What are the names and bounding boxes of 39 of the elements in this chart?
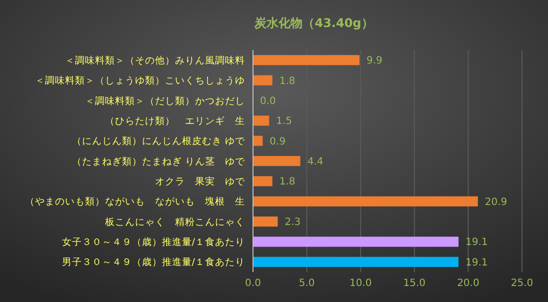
x-tick-label: 10.0	[349, 278, 372, 289]
chart-title: 炭水化物（43.40g）	[254, 16, 374, 30]
data-label: 0.9	[270, 136, 286, 148]
data-label: 20.9	[484, 196, 508, 208]
y-tick-label: 板こんにゃく 精粉こんにゃく	[104, 216, 245, 228]
y-tick-label: （ひらたけ類） エリンギ 生	[105, 114, 245, 127]
y-tick-label: （たまねぎ類）たまねぎ りん茎 ゆで	[72, 155, 246, 168]
data-label: 9.9	[366, 56, 382, 67]
bar	[253, 55, 360, 66]
bar	[253, 236, 459, 247]
x-tick-label: 25.0	[510, 278, 534, 289]
y-tick-label: ＜調味料類＞（だし類）かつおだし	[85, 94, 245, 107]
y-tick-label: ＜調味料類＞（しょうゆ類）こいくちしょうゆ	[35, 74, 245, 87]
y-tick-label: 女子３０～４９（歳）推進量/１食あたり	[62, 236, 245, 248]
data-label: 1.8	[279, 76, 296, 87]
y-tick-label: （にんじん類）にんじん根皮むき ゆで	[72, 135, 246, 148]
x-tick-label: 15.0	[403, 278, 426, 289]
data-label: 19.1	[466, 257, 488, 268]
bar	[253, 176, 272, 186]
bar	[253, 75, 272, 86]
x-tick-label: 0.0	[245, 278, 261, 289]
bar	[253, 136, 263, 146]
data-label: 0.0	[260, 96, 276, 107]
bar	[253, 156, 300, 166]
y-tick-label: 男子３０～４９（歳）推進量/１食あたり	[62, 256, 245, 268]
x-tick-label: 20.0	[457, 278, 480, 289]
bar	[253, 196, 478, 206]
y-tick-label: （やまのいも類）ながいも ながいも 塊根 生	[25, 196, 245, 208]
bar	[253, 116, 270, 126]
bar	[253, 216, 278, 227]
data-label: 2.3	[284, 217, 301, 228]
y-tick-label: ＜調味料類＞（その他）みりん風調味料	[65, 54, 245, 66]
y-tick-label: オクラ 果実 ゆで	[155, 176, 246, 188]
data-label: 1.8	[279, 176, 296, 188]
bar	[253, 256, 459, 267]
data-label: 4.4	[307, 156, 324, 168]
data-label: 1.5	[276, 116, 292, 128]
x-tick-label: 5.0	[298, 278, 315, 289]
data-label: 19.1	[466, 237, 488, 248]
